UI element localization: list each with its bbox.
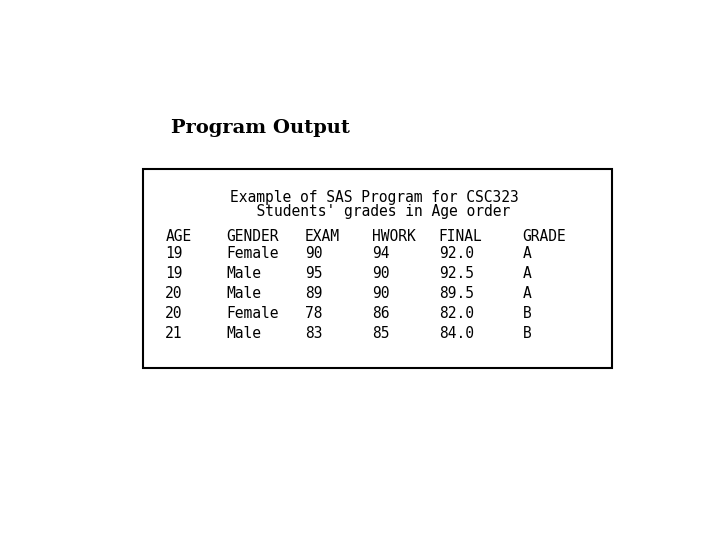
Text: EXAM: EXAM [305, 229, 340, 244]
Text: 83: 83 [305, 326, 323, 341]
Text: Example of SAS Program for CSC323: Example of SAS Program for CSC323 [230, 190, 519, 205]
Text: A: A [523, 266, 531, 281]
Text: 89.5: 89.5 [438, 286, 474, 301]
Text: 82.0: 82.0 [438, 306, 474, 321]
Text: Male: Male [227, 326, 261, 341]
Text: 95: 95 [305, 266, 323, 281]
Text: 20: 20 [166, 306, 183, 321]
Text: 89: 89 [305, 286, 323, 301]
Text: 90: 90 [372, 286, 390, 301]
Text: B: B [523, 306, 531, 321]
Text: AGE: AGE [166, 229, 192, 244]
Text: 90: 90 [305, 246, 323, 261]
Text: 20: 20 [166, 286, 183, 301]
Text: 85: 85 [372, 326, 390, 341]
Text: A: A [523, 246, 531, 261]
Text: 19: 19 [166, 266, 183, 281]
Text: 21: 21 [166, 326, 183, 341]
Text: Male: Male [227, 266, 261, 281]
Text: GENDER: GENDER [227, 229, 279, 244]
Text: 94: 94 [372, 246, 390, 261]
Text: HWORK: HWORK [372, 229, 415, 244]
Text: 90: 90 [372, 266, 390, 281]
Text: 19: 19 [166, 246, 183, 261]
Text: Female: Female [227, 246, 279, 261]
Text: A: A [523, 286, 531, 301]
Text: 86: 86 [372, 306, 390, 321]
Text: 84.0: 84.0 [438, 326, 474, 341]
Text: 78: 78 [305, 306, 323, 321]
FancyBboxPatch shape [143, 168, 612, 368]
Text: Students' grades in Age order: Students' grades in Age order [239, 204, 510, 219]
Text: FINAL: FINAL [438, 229, 482, 244]
Text: 92.0: 92.0 [438, 246, 474, 261]
Text: B: B [523, 326, 531, 341]
Text: Male: Male [227, 286, 261, 301]
Text: GRADE: GRADE [523, 229, 566, 244]
Text: Program Output: Program Output [171, 119, 350, 137]
Text: 92.5: 92.5 [438, 266, 474, 281]
Text: Female: Female [227, 306, 279, 321]
